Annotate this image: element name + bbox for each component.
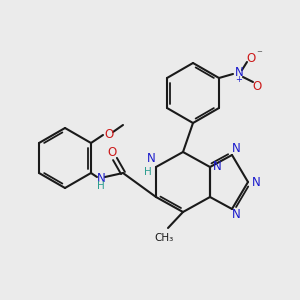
Text: N: N [213, 160, 221, 173]
Text: O: O [252, 80, 262, 92]
Text: ⁻: ⁻ [256, 49, 262, 59]
Text: N: N [235, 67, 243, 80]
Text: O: O [104, 128, 114, 140]
Text: N: N [232, 208, 240, 221]
Text: N: N [147, 152, 155, 166]
Text: N: N [232, 142, 240, 155]
Text: +: + [236, 74, 242, 83]
Text: N: N [97, 172, 105, 184]
Text: H: H [144, 167, 152, 177]
Text: CH₃: CH₃ [154, 233, 174, 243]
Text: N: N [252, 176, 260, 188]
Text: H: H [97, 181, 105, 191]
Text: O: O [246, 52, 256, 64]
Text: O: O [107, 146, 117, 158]
